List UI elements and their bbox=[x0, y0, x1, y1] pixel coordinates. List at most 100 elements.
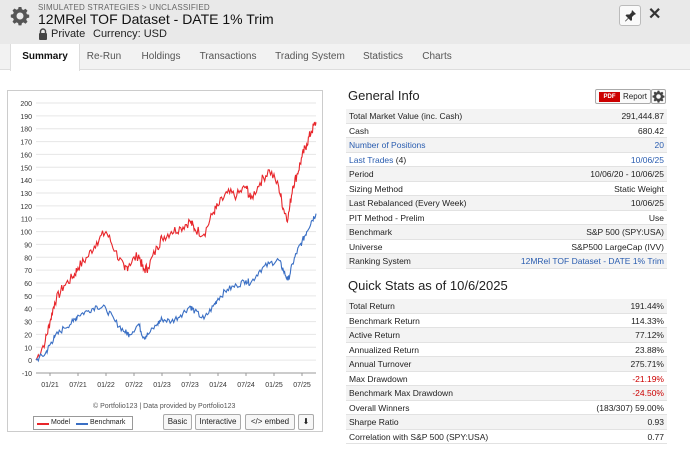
x-tick-label: 07/22 bbox=[125, 382, 143, 389]
legend-model-label: Model bbox=[51, 419, 71, 426]
gear-icon[interactable] bbox=[10, 6, 30, 26]
last-trades-date-link[interactable]: 10/06/25 bbox=[630, 154, 664, 165]
y-tick-label: 90 bbox=[24, 242, 32, 249]
x-tick-label: 07/23 bbox=[181, 382, 199, 389]
table-row: Annualized Return 23.88% bbox=[346, 343, 667, 357]
row-value: 275.71% bbox=[630, 359, 664, 369]
row-value: 77.12% bbox=[635, 330, 664, 340]
row-label: Period bbox=[349, 169, 374, 179]
y-tick-label: 110 bbox=[21, 217, 32, 224]
y-tick-label: 0 bbox=[28, 358, 32, 365]
breadcrumb[interactable]: SIMULATED STRATEGIES > UNCLASSIFIED bbox=[38, 3, 210, 12]
performance-chart: -10 0 10 20 30 40 50 60 70 80 90 100 110 120 130 140 150… bbox=[7, 90, 323, 432]
row-value: 680.42 bbox=[638, 125, 664, 136]
y-tick-label: -10 bbox=[22, 371, 32, 378]
row-label: Benchmark Return bbox=[349, 315, 420, 326]
y-tick-label: 160 bbox=[20, 152, 32, 159]
ranking-system-link[interactable]: 12MRel TOF Dataset - DATE 1% Trim bbox=[520, 256, 664, 266]
row-label: Sharpe Ratio bbox=[349, 417, 399, 427]
table-row: Last Rebalanced (Every Week) 10/06/25 bbox=[346, 196, 667, 211]
embed-button[interactable]: </> embed bbox=[245, 414, 295, 430]
pin-button[interactable] bbox=[619, 5, 641, 26]
table-row: Benchmark S&P 500 (SPY:USA) bbox=[346, 225, 667, 240]
row-label: PIT Method - Prelim bbox=[349, 212, 425, 223]
lock-icon bbox=[39, 28, 47, 40]
row-label: Last Rebalanced (Every Week) bbox=[349, 198, 467, 208]
privacy-status: Private bbox=[51, 28, 86, 40]
y-tick-label: 60 bbox=[24, 281, 32, 288]
row-value: 23.88% bbox=[635, 344, 664, 355]
table-row: Period 10/06/20 - 10/06/25 bbox=[346, 167, 667, 182]
general-info-table: Total Market Value (inc. Cash) 291,444.87… bbox=[346, 109, 667, 269]
y-tick-label: 180 bbox=[20, 127, 32, 134]
table-row: Benchmark Max Drawdown -24.50% bbox=[346, 386, 667, 401]
row-label: Overall Winners bbox=[349, 402, 410, 413]
positions-count-link[interactable]: 20 bbox=[654, 140, 664, 150]
row-value: S&P 500 (SPY:USA) bbox=[586, 227, 664, 237]
quick-stats-table: Total Return 191.44% Benchmark Return 114.… bbox=[346, 299, 667, 444]
chart-legend: Model Benchmark bbox=[33, 416, 133, 430]
row-value: 114.33% bbox=[631, 315, 664, 326]
y-tick-label: 100 bbox=[20, 230, 32, 237]
quick-stats-heading: Quick Stats as of 10/6/2025 bbox=[348, 278, 508, 293]
tab-statistics[interactable]: Statistics bbox=[362, 51, 403, 62]
row-value: Static Weight bbox=[614, 183, 664, 194]
row-value: 191.44% bbox=[630, 301, 664, 311]
row-value: -21.19% bbox=[632, 373, 664, 384]
tab-transactions[interactable]: Transactions bbox=[199, 51, 257, 62]
positions-link[interactable]: Number of Positions bbox=[349, 140, 426, 150]
row-value: Use bbox=[648, 212, 664, 223]
x-tick-label: 01/21 bbox=[41, 382, 59, 389]
y-tick-label: 40 bbox=[24, 307, 32, 314]
table-row: Last Trades (4) 10/06/25 bbox=[346, 153, 667, 167]
row-label: Total Return bbox=[349, 301, 395, 311]
table-row: PIT Method - Prelim Use bbox=[346, 211, 667, 225]
tab-rerun[interactable]: Re-Run bbox=[86, 51, 122, 62]
last-trades-count: (4) bbox=[395, 154, 407, 165]
last-trades-link[interactable]: Last Trades bbox=[349, 154, 394, 165]
row-value: 0.77 bbox=[647, 431, 664, 442]
series-line-benchmark bbox=[35, 213, 317, 363]
pin-icon bbox=[625, 10, 636, 22]
y-tick-label: 130 bbox=[20, 191, 32, 198]
row-label: Total Market Value (inc. Cash) bbox=[349, 111, 463, 121]
report-label: Report bbox=[623, 92, 648, 101]
tab-bar: Summary Re-Run Holdings Transactions Tra… bbox=[0, 44, 690, 71]
row-label: Universe bbox=[349, 241, 383, 252]
table-row: Total Return 191.44% bbox=[346, 299, 667, 314]
series-line-model bbox=[35, 121, 317, 361]
tab-trading-system[interactable]: Trading System bbox=[275, 51, 345, 62]
y-tick-label: 190 bbox=[20, 114, 32, 121]
y-tick-label: 10 bbox=[24, 345, 32, 352]
currency-label: Currency: USD bbox=[93, 28, 167, 40]
tab-holdings[interactable]: Holdings bbox=[141, 51, 181, 62]
tab-summary[interactable]: Summary bbox=[10, 44, 80, 71]
report-settings-button[interactable] bbox=[651, 89, 666, 104]
y-tick-label: 20 bbox=[24, 332, 32, 339]
y-tick-label: 120 bbox=[20, 204, 32, 211]
report-button[interactable]: PDF Report bbox=[595, 89, 651, 104]
row-label: Cash bbox=[349, 125, 369, 136]
close-icon[interactable]: ✕ bbox=[648, 6, 662, 23]
row-label: Max Drawdown bbox=[349, 373, 408, 384]
row-value: 10/06/25 bbox=[630, 198, 664, 208]
row-label: Active Return bbox=[349, 330, 401, 340]
line-chart[interactable]: -10 0 10 20 30 40 50 60 70 80 90 100 110 120 130 140 150… bbox=[8, 91, 324, 433]
row-value: 10/06/20 - 10/06/25 bbox=[590, 169, 664, 179]
row-label: Benchmark bbox=[349, 227, 392, 237]
x-tick-label: 01/24 bbox=[209, 382, 227, 389]
basic-button[interactable]: Basic bbox=[163, 414, 192, 430]
benchmark-legend-swatch bbox=[76, 423, 88, 425]
download-icon[interactable]: ⬇ bbox=[298, 414, 314, 430]
y-tick-label: 150 bbox=[20, 165, 32, 172]
y-tick-label: 50 bbox=[24, 294, 32, 301]
row-value: 0.93 bbox=[647, 417, 664, 427]
y-tick-label: 70 bbox=[24, 268, 32, 275]
tab-charts[interactable]: Charts bbox=[422, 51, 452, 62]
model-legend-swatch bbox=[37, 423, 49, 425]
x-tick-label: 07/24 bbox=[237, 382, 255, 389]
table-row: Correlation with S&P 500 (SPY:USA) 0.77 bbox=[346, 430, 667, 444]
table-row: Max Drawdown -21.19% bbox=[346, 372, 667, 386]
y-tick-label: 30 bbox=[24, 320, 32, 327]
interactive-button[interactable]: Interactive bbox=[195, 414, 241, 430]
